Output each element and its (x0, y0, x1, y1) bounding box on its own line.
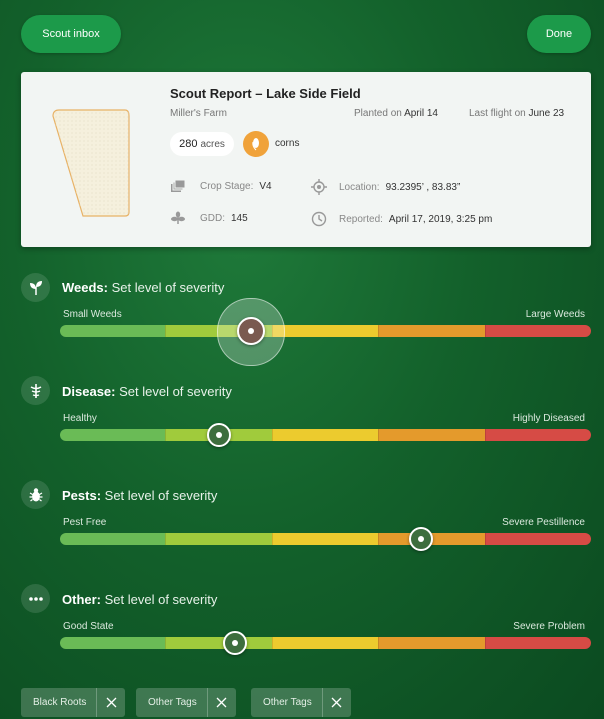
other-low-label: Good State (63, 621, 114, 632)
weeds-icon (21, 273, 50, 302)
weeds-low-label: Small Weeds (63, 309, 122, 320)
tag-chip[interactable]: Other Tags (136, 688, 236, 717)
pests-high-label: Severe Pestillence (502, 517, 585, 528)
pests-slider-thumb[interactable] (409, 527, 434, 551)
reported-time: Reported: April 17, 2019, 3:25 pm (311, 211, 492, 227)
disease-icon (21, 376, 50, 405)
tag-chip[interactable]: Other Tags (251, 688, 351, 717)
pests-low-label: Pest Free (63, 517, 107, 528)
crosshair-icon (311, 179, 327, 195)
disease-severity-slider[interactable] (60, 429, 591, 441)
remove-tag-icon[interactable] (206, 688, 236, 717)
scout-inbox-button[interactable]: Scout inbox (21, 15, 121, 53)
weeds-title: Weeds: Set level of severity (62, 280, 225, 295)
corn-icon (243, 131, 269, 157)
field-boundary-icon (52, 109, 130, 217)
tag-chip[interactable]: Black Roots (21, 688, 126, 717)
remove-tag-icon[interactable] (321, 688, 351, 717)
plant-icon (171, 211, 185, 224)
other-title: Other: Set level of severity (62, 592, 218, 607)
other-high-label: Severe Problem (513, 621, 585, 632)
other-severity-slider[interactable] (60, 637, 591, 649)
pests-severity-slider[interactable] (60, 533, 591, 545)
disease-low-label: Healthy (63, 413, 97, 424)
planted-date: Planted on April 14 (354, 108, 438, 119)
layers-icon (171, 179, 186, 192)
disease-title: Disease: Set level of severity (62, 384, 232, 399)
remove-tag-icon[interactable] (96, 688, 125, 717)
done-button[interactable]: Done (527, 15, 591, 53)
bug-icon (21, 480, 50, 509)
more-icon (21, 584, 50, 613)
scout-report-card: Scout Report – Lake Side Field Miller's … (21, 72, 591, 247)
other-slider-thumb[interactable] (223, 631, 248, 655)
weeds-severity-slider[interactable] (60, 325, 591, 337)
disease-high-label: Highly Diseased (512, 413, 585, 424)
weeds-high-label: Large Weeds (525, 309, 585, 320)
last-flight-date: Last flight on June 23 (469, 108, 565, 119)
crop-name: corns (275, 138, 300, 149)
location: Location: 93.2395’ , 83.83” (311, 179, 460, 195)
clock-icon (311, 211, 327, 227)
disease-slider-thumb[interactable] (207, 423, 232, 447)
crop-stage: Crop Stage: V4 (170, 179, 272, 193)
pests-title: Pests: Set level of severity (62, 488, 218, 503)
acres-badge: 280 acres (170, 132, 234, 156)
gdd: GDD: 145 (170, 211, 248, 225)
farm-name: Miller's Farm (170, 108, 227, 119)
weeds-slider-thumb[interactable] (237, 317, 266, 345)
report-title: Scout Report – Lake Side Field (170, 86, 361, 101)
